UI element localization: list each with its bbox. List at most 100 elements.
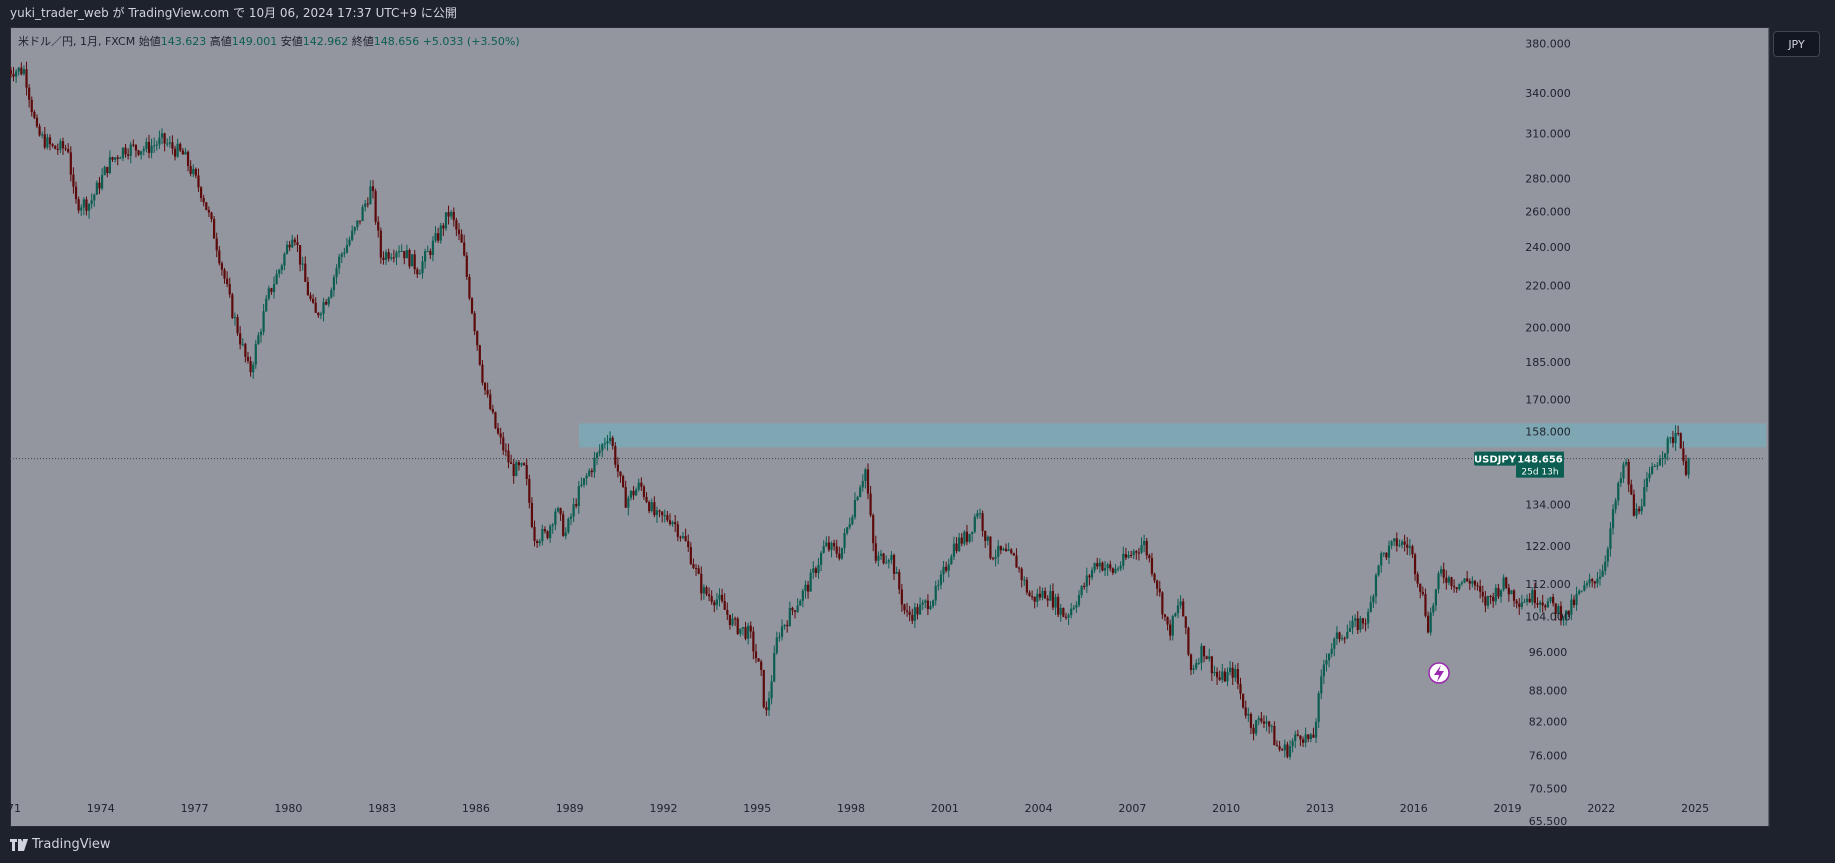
time-axis[interactable]: 1971 1974 1977 1980 1983 1986 1989 1992 1995 1998…	[10, 802, 1709, 815]
symbol-tag: USDJPY	[1474, 455, 1517, 466]
candle-body	[69, 152, 72, 175]
candle-body	[1119, 565, 1122, 569]
candle-body	[1075, 605, 1078, 608]
candle-body	[819, 552, 823, 565]
candlestick-chart[interactable]: 380.000 340.000 310.000 280.000 260.000 240.0…	[10, 27, 1770, 827]
candle-body	[1049, 591, 1052, 601]
candle-body	[1116, 568, 1120, 570]
candle-body	[1221, 671, 1224, 680]
candle-body	[822, 546, 825, 553]
currency-button[interactable]: JPY	[1773, 31, 1820, 57]
candle-body	[1007, 549, 1010, 552]
candle-body	[1372, 596, 1375, 603]
candle-body	[272, 284, 276, 293]
price-tick-label: 280.000	[1525, 173, 1571, 186]
candle-body	[556, 508, 560, 512]
candle-body	[1090, 570, 1094, 578]
candle-body	[999, 545, 1002, 551]
candle-body	[215, 238, 218, 251]
candle-body	[791, 607, 794, 611]
candle-body	[114, 157, 117, 160]
candle-body	[705, 587, 708, 595]
candle-body	[262, 311, 265, 332]
candle-body	[353, 227, 356, 231]
candle-body	[1507, 587, 1510, 595]
candle-body	[965, 531, 969, 542]
candle-body	[1617, 483, 1620, 501]
candle-body	[770, 681, 773, 699]
candle-body	[1031, 596, 1034, 598]
candle-body	[1486, 596, 1490, 606]
candle-body	[1127, 555, 1130, 558]
candle-body	[1356, 618, 1359, 630]
candle-body	[145, 141, 148, 150]
candle-body	[580, 484, 583, 487]
candle-body	[689, 547, 692, 565]
candle-body	[1552, 596, 1555, 604]
candle-body	[879, 553, 883, 556]
candle-body	[525, 465, 528, 479]
candle-body	[1460, 582, 1464, 584]
tradingview-logo[interactable]: TradingView	[10, 837, 111, 852]
tradingview-logo-icon	[10, 838, 28, 851]
candle-body	[132, 144, 135, 146]
candle-body	[379, 230, 382, 258]
candle-body	[1325, 660, 1328, 665]
candle-body	[1275, 745, 1279, 747]
candle-body	[694, 568, 698, 570]
candle-body	[567, 518, 570, 533]
price-tick-label: 134.000	[1525, 499, 1571, 512]
candle-body	[1015, 555, 1018, 568]
candle-body	[374, 191, 377, 222]
candle-body	[1598, 576, 1602, 579]
candle-body	[1054, 596, 1057, 608]
candle-body	[298, 245, 302, 265]
candle-body	[301, 263, 304, 265]
time-tick-label: 1995	[743, 802, 771, 815]
candle-body	[963, 531, 966, 544]
candle-body	[752, 631, 755, 652]
candle-body	[1124, 554, 1127, 558]
candle-body	[1283, 744, 1286, 751]
candle-body	[317, 312, 320, 316]
candle-body	[452, 211, 455, 221]
candle-body	[1515, 600, 1518, 604]
candle-body	[1669, 437, 1672, 439]
time-tick-label: 2010	[1212, 802, 1240, 815]
candle-body	[728, 614, 732, 626]
candle-body	[1627, 461, 1630, 485]
candle-body	[1028, 592, 1031, 597]
price-axis[interactable]: 380.000 340.000 310.000 280.000 260.000 240.0…	[1428, 38, 1571, 827]
candle-body	[804, 584, 807, 591]
candle-body	[1687, 458, 1690, 475]
candle-body	[1213, 671, 1216, 674]
candle-body	[1111, 568, 1114, 573]
candle-body	[1466, 578, 1469, 582]
candle-body	[1143, 540, 1146, 546]
candle-body	[473, 313, 476, 332]
candle-body	[817, 564, 820, 573]
candle-body	[1494, 587, 1497, 602]
candle-body	[210, 212, 213, 220]
candle-body	[1549, 596, 1552, 602]
candle-body	[1484, 596, 1487, 606]
candle-body	[541, 529, 544, 542]
candle-body	[1210, 656, 1213, 674]
candle-body	[507, 450, 510, 463]
candle-body	[918, 604, 922, 615]
price-tick-label: 240.000	[1525, 241, 1571, 254]
candle-body	[1364, 623, 1367, 625]
legend-close-label: 終値	[351, 35, 374, 48]
candle-body	[905, 610, 909, 612]
candle-body	[67, 148, 70, 153]
legend-change: +5.033 (+3.50%)	[422, 35, 520, 48]
candle-body	[765, 707, 768, 711]
lightning-icon[interactable]	[1428, 662, 1450, 684]
candle-body	[1499, 589, 1503, 597]
candle-body	[463, 242, 466, 256]
legend-high-label: 高値	[209, 35, 232, 48]
candle-body	[442, 225, 445, 229]
candle-body	[1255, 720, 1258, 734]
candle-body	[233, 317, 237, 319]
candle-body	[291, 239, 294, 248]
